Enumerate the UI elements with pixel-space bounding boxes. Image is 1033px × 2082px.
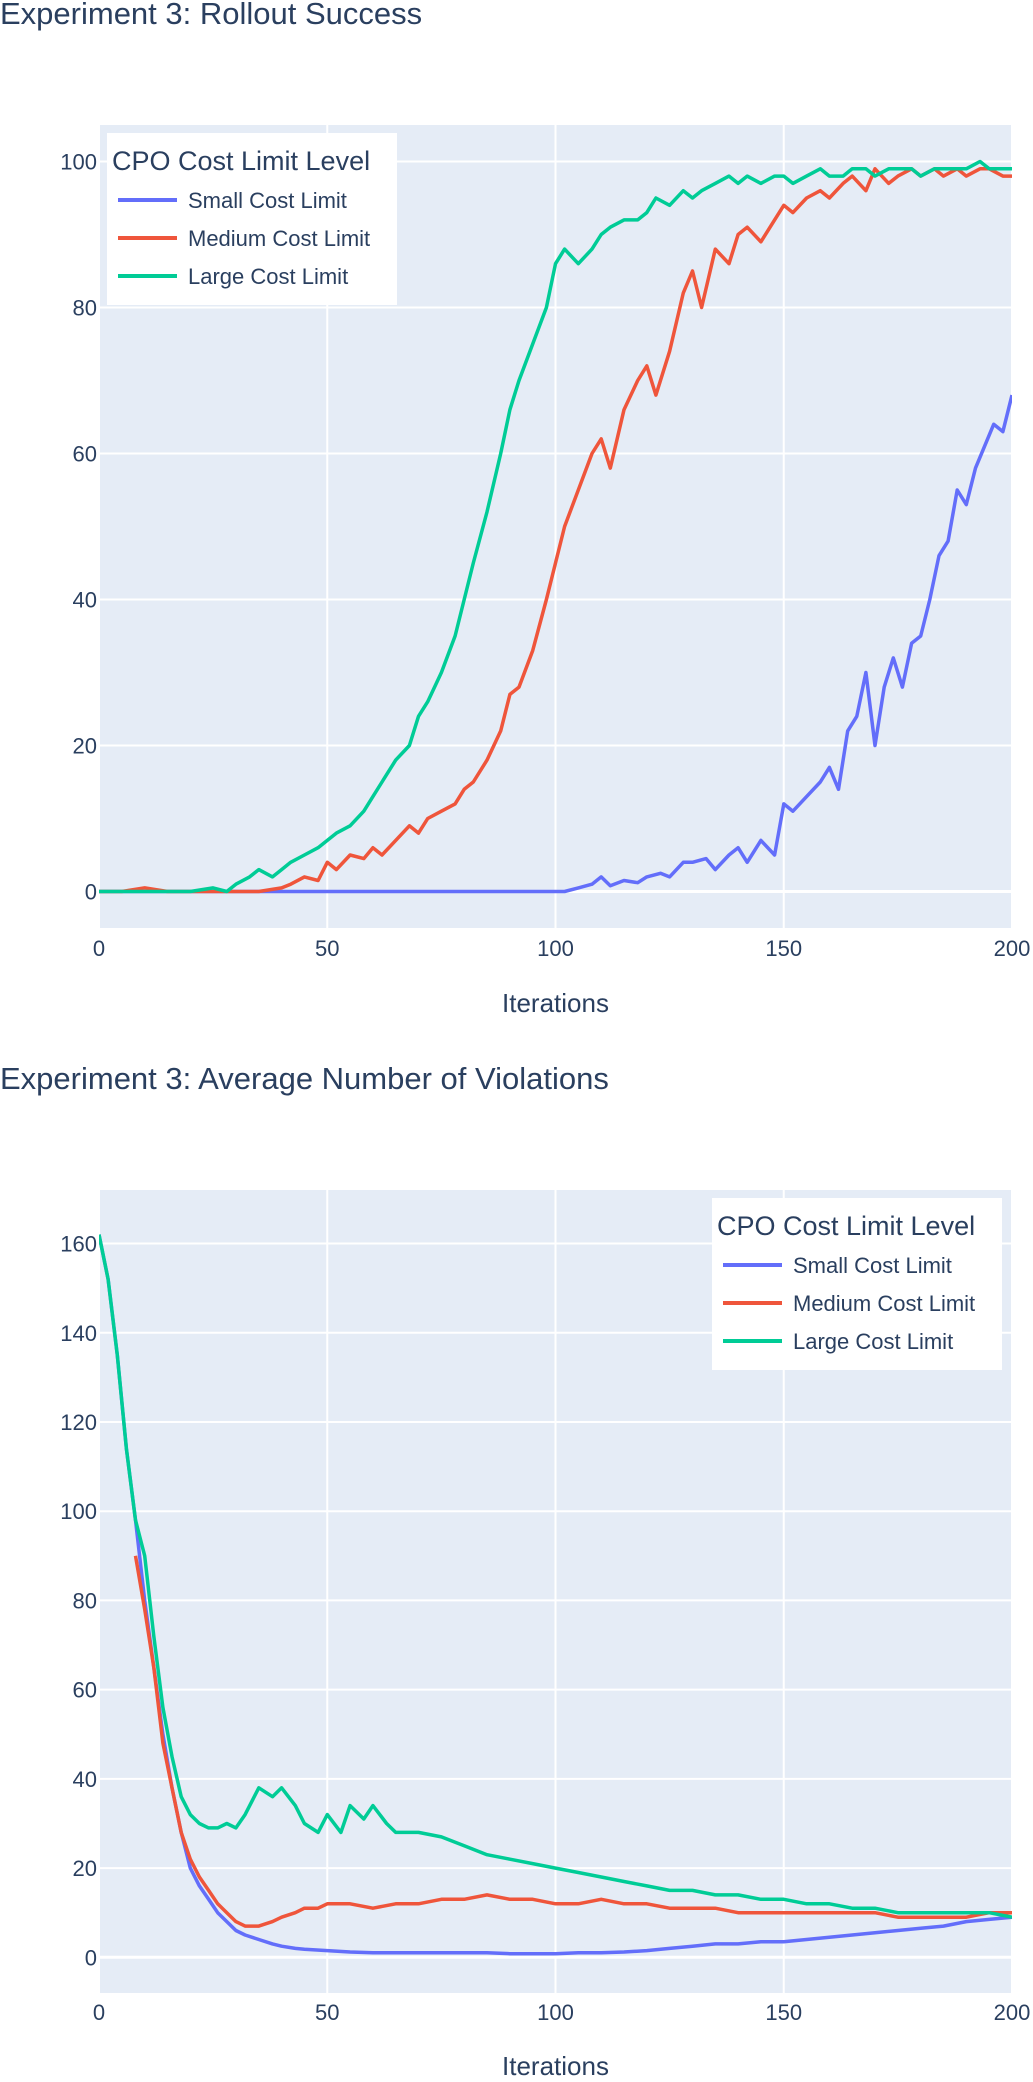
- x-tick-label: 150: [765, 2000, 802, 2025]
- y-tick-label: 80: [73, 1588, 97, 1613]
- y-tick-label: 100: [60, 150, 97, 175]
- x-tick-label: 200: [994, 2000, 1031, 2025]
- y-tick-label: 80: [73, 296, 97, 321]
- violations-chart: Experiment 3: Average Number of Violatio…: [0, 1061, 1030, 2081]
- legend-entry[interactable]: Medium Cost Limit: [793, 1291, 975, 1316]
- legend-entry[interactable]: Small Cost Limit: [188, 188, 347, 213]
- y-tick-label: 160: [60, 1232, 97, 1257]
- x-tick-label: 50: [315, 936, 339, 961]
- y-tick-label: 20: [73, 734, 97, 759]
- y-tick-label: 40: [73, 1767, 97, 1792]
- x-tick-label: 0: [93, 936, 105, 961]
- y-tick-label: 100: [60, 1499, 97, 1524]
- x-tick-label: 100: [537, 2000, 574, 2025]
- legend-title: CPO Cost Limit Level: [112, 146, 370, 176]
- y-tick-label: 20: [73, 1856, 97, 1881]
- x-tick-label: 200: [994, 936, 1031, 961]
- x-tick-label: 100: [537, 936, 574, 961]
- y-tick-label: 60: [73, 1678, 97, 1703]
- y-tick-label: 120: [60, 1410, 97, 1435]
- x-tick-label: 0: [93, 2000, 105, 2025]
- chart-title: Experiment 3: Average Number of Violatio…: [0, 1061, 609, 1096]
- y-tick-label: 40: [73, 588, 97, 613]
- legend-entry[interactable]: Large Cost Limit: [793, 1329, 953, 1354]
- y-tick-label: 0: [85, 880, 97, 905]
- x-axis-label: Iterations: [502, 2051, 609, 2081]
- y-tick-label: 140: [60, 1321, 97, 1346]
- legend-title: CPO Cost Limit Level: [717, 1211, 975, 1241]
- x-tick-label: 50: [315, 2000, 339, 2025]
- x-axis-label: Iterations: [502, 988, 609, 1018]
- y-tick-label: 0: [85, 1945, 97, 1970]
- x-tick-label: 150: [765, 936, 802, 961]
- legend-entry[interactable]: Large Cost Limit: [188, 264, 348, 289]
- legend-entry[interactable]: Medium Cost Limit: [188, 226, 370, 251]
- legend-entry[interactable]: Small Cost Limit: [793, 1253, 952, 1278]
- y-tick-label: 60: [73, 442, 97, 467]
- chart-title: Experiment 3: Rollout Success: [0, 0, 422, 31]
- rollout-success-chart: Experiment 3: Rollout Success 0 50 100 150 20…: [0, 0, 1030, 1018]
